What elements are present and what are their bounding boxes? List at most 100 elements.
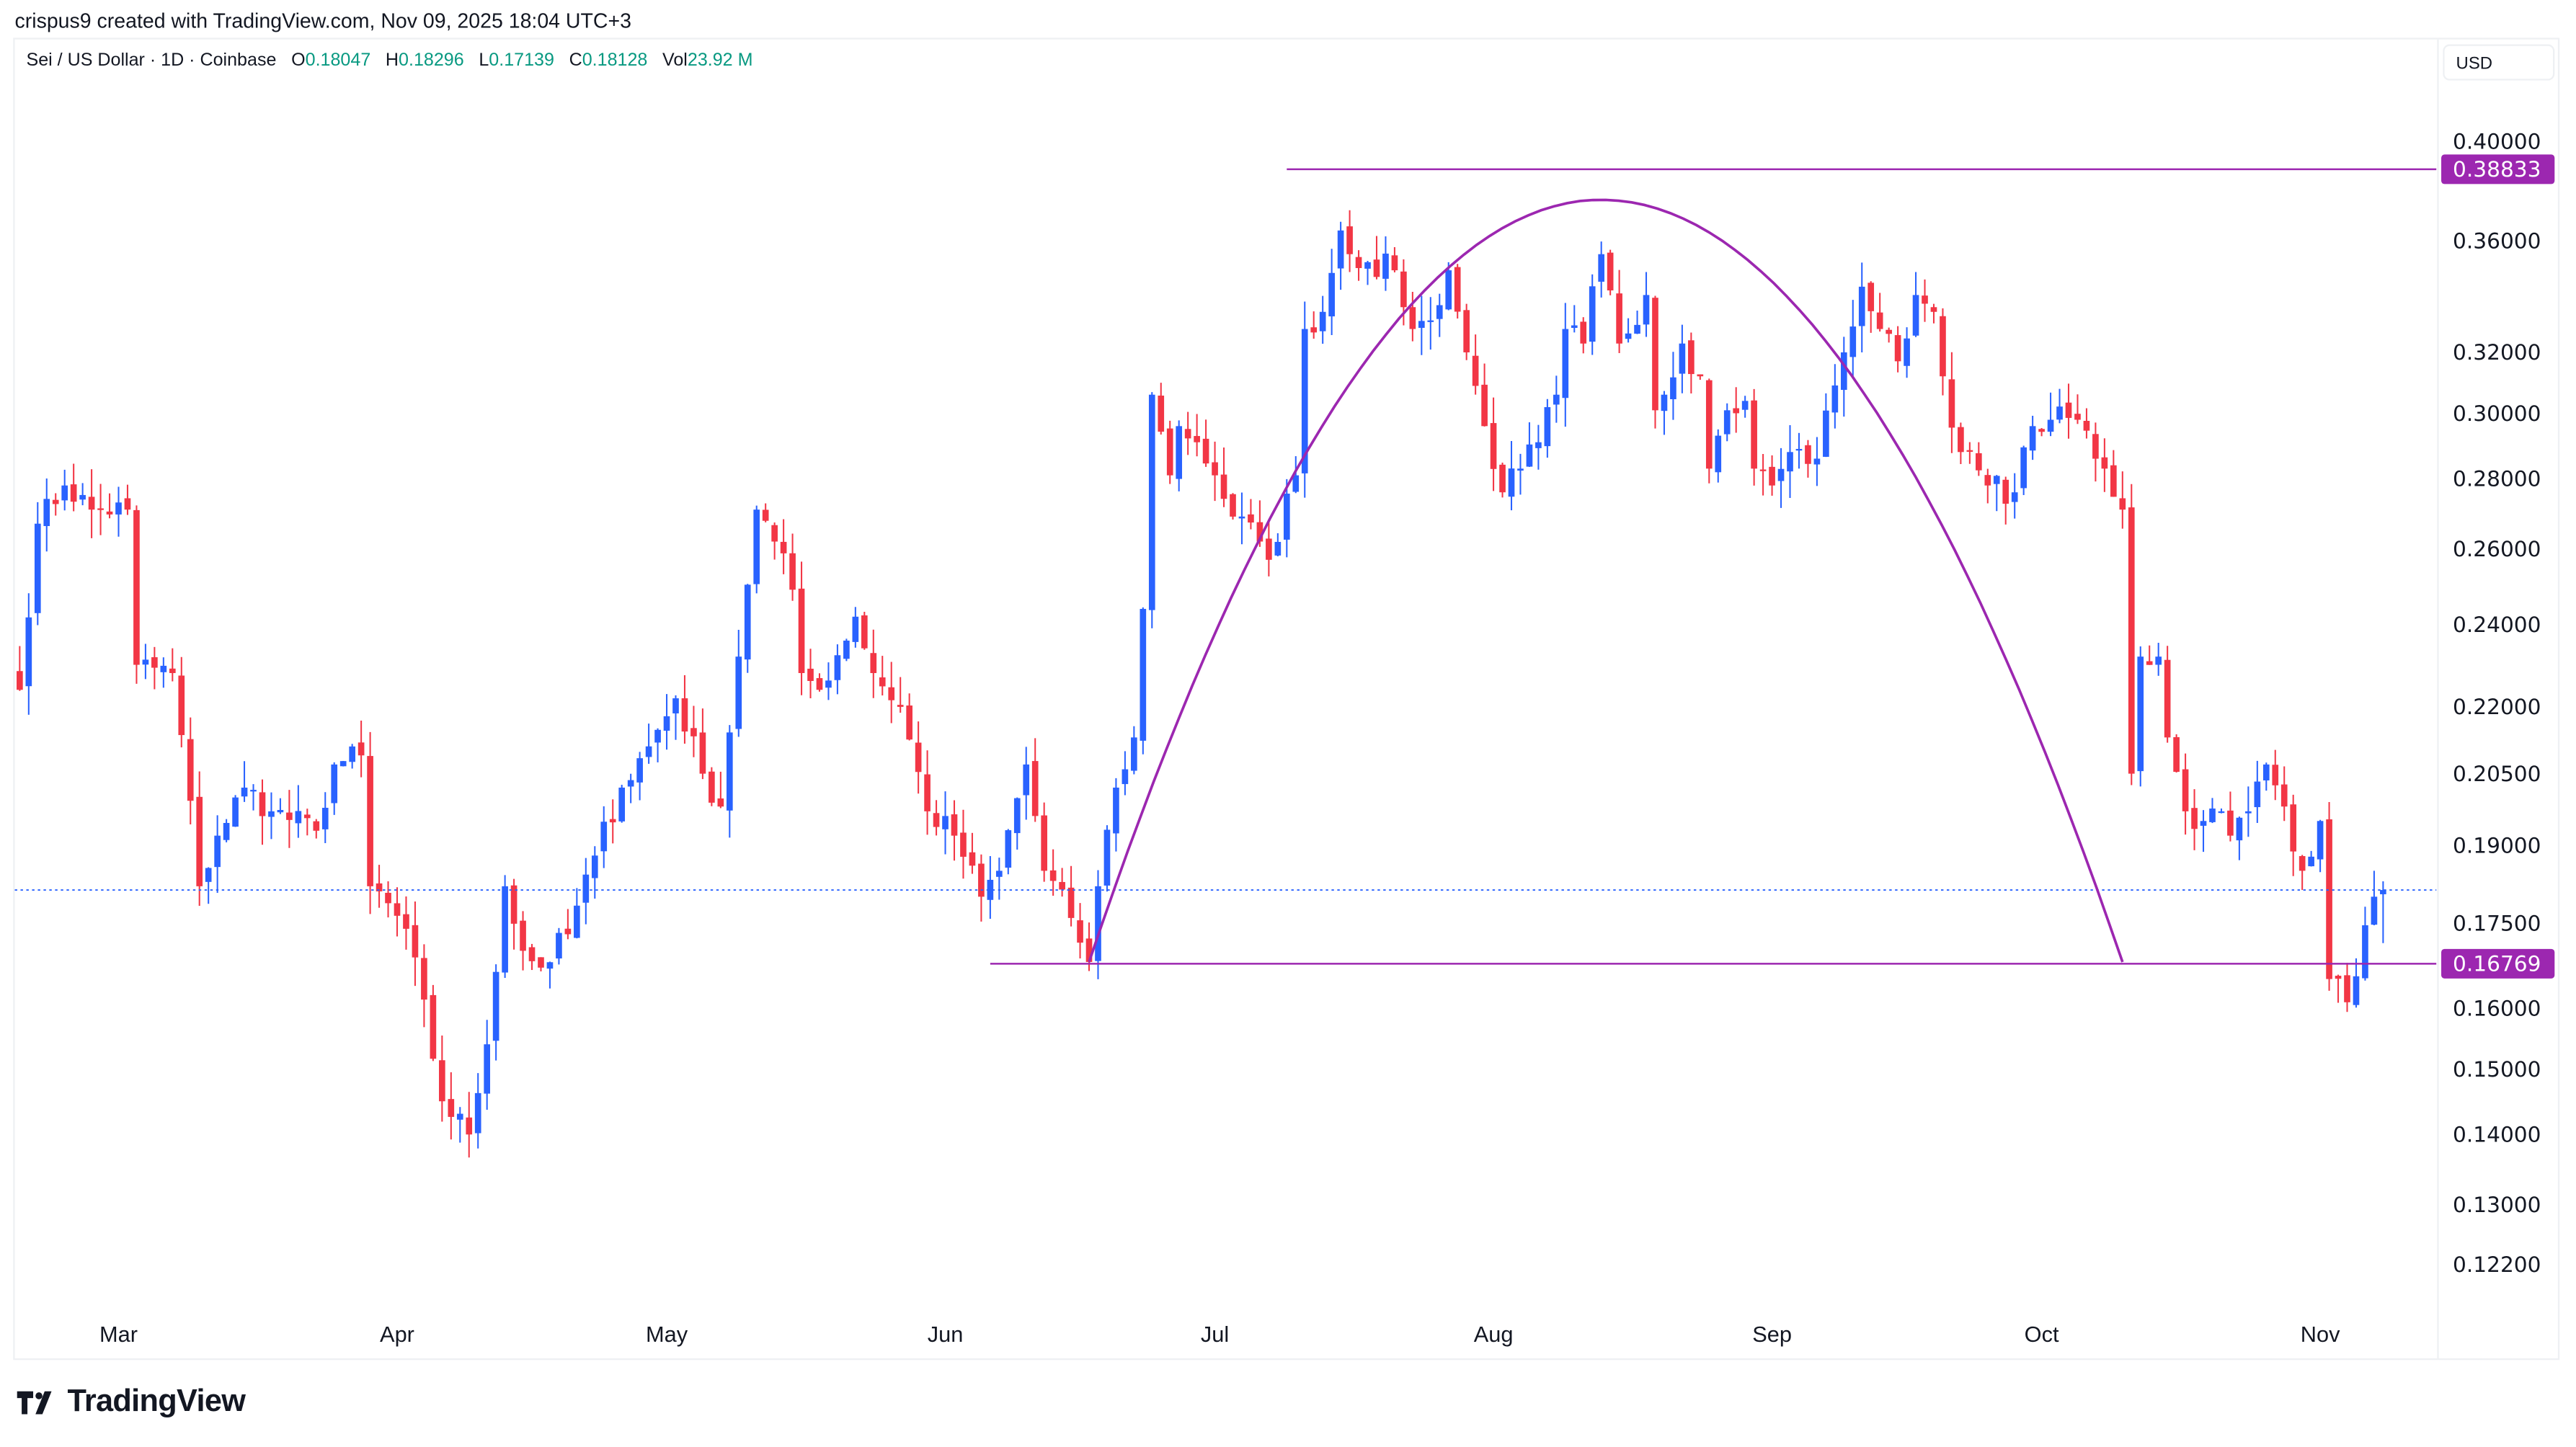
candle xyxy=(1418,295,1425,355)
candle xyxy=(717,771,724,809)
candle-body xyxy=(313,821,320,831)
candle-body xyxy=(1858,286,1865,326)
candle xyxy=(52,493,59,516)
candle xyxy=(295,785,302,838)
candle-body xyxy=(2362,925,2368,979)
candle-body xyxy=(1319,311,1326,331)
candle xyxy=(1212,441,1218,502)
candle xyxy=(1634,311,1640,334)
candle xyxy=(1131,726,1137,775)
symbol-legend: Sei / US Dollar · 1D · Coinbase O0.18047… xyxy=(26,51,752,71)
candle xyxy=(2227,791,2234,842)
candle-body xyxy=(753,509,760,584)
candle xyxy=(474,1073,481,1149)
x-tick-label: Jul xyxy=(1201,1322,1229,1347)
candle-body xyxy=(1238,516,1245,519)
y-tick-label: 0.12200 xyxy=(2453,1252,2541,1277)
candle xyxy=(268,792,275,840)
y-tick-label: 0.20500 xyxy=(2453,761,2541,786)
candle-body xyxy=(510,885,518,924)
x-tick-label: Jun xyxy=(928,1322,964,1347)
chart-credit: crispus9 created with TradingView.com, N… xyxy=(14,9,631,33)
currency-button[interactable]: USD xyxy=(2443,44,2555,81)
candle xyxy=(2236,816,2243,860)
symbol-title[interactable]: Sei / US Dollar · 1D · Coinbase xyxy=(26,50,277,71)
candle-body xyxy=(2317,821,2324,860)
candle-body xyxy=(834,655,841,680)
candle xyxy=(2128,484,2135,785)
candle xyxy=(709,767,715,806)
candle-body xyxy=(52,499,59,504)
candle xyxy=(2362,907,2368,981)
candle xyxy=(1795,432,1803,469)
candle xyxy=(1535,424,1542,470)
y-tick-label: 0.36000 xyxy=(2453,228,2541,254)
candle-body xyxy=(2173,736,2180,773)
resistance-price-badge xyxy=(2441,154,2555,184)
candle-body xyxy=(466,1117,473,1135)
candle xyxy=(43,478,50,552)
candle-body xyxy=(897,705,904,707)
candle-body xyxy=(1328,272,1335,317)
candle xyxy=(151,646,158,690)
candle xyxy=(1283,478,1290,558)
candle-body xyxy=(2371,896,2378,925)
candle-body xyxy=(2038,429,2045,432)
candle-body xyxy=(1292,475,1300,492)
candle-body xyxy=(474,1092,481,1134)
candle xyxy=(2353,958,2360,1008)
candle-body xyxy=(88,497,95,510)
candle-body xyxy=(403,914,409,929)
y-tick-label: 0.30000 xyxy=(2453,401,2541,426)
candle-body xyxy=(1940,316,1946,377)
candle-body xyxy=(79,494,86,500)
candle-body xyxy=(205,868,212,882)
resistance-price-label: 0.38833 xyxy=(2453,156,2541,182)
candle xyxy=(654,728,661,762)
candle-body xyxy=(34,523,41,613)
candle xyxy=(1894,326,1901,373)
candle xyxy=(1777,448,1785,508)
candle-body xyxy=(1391,255,1398,271)
candle-body xyxy=(861,615,868,649)
candle xyxy=(1266,519,1272,576)
candle xyxy=(915,721,922,794)
x-tick-label: Nov xyxy=(2301,1322,2340,1347)
candle-body xyxy=(2344,975,2350,1002)
candle-body xyxy=(2245,811,2252,814)
candle xyxy=(960,809,967,879)
candle-body xyxy=(142,659,149,665)
candle-body xyxy=(771,525,778,542)
candle-body xyxy=(1823,410,1829,457)
candle-body xyxy=(780,541,787,553)
candle xyxy=(223,819,230,842)
candle-body xyxy=(25,617,32,687)
high-label: H xyxy=(385,50,399,71)
candle xyxy=(1013,797,1021,850)
candle xyxy=(520,911,526,971)
candle xyxy=(1661,391,1668,435)
candle xyxy=(1787,425,1793,499)
candle-body xyxy=(349,746,355,762)
candle-body xyxy=(1049,870,1057,881)
candle-body xyxy=(1463,310,1470,352)
candle-body xyxy=(1616,293,1622,344)
candle-body xyxy=(2002,479,2009,504)
candle xyxy=(942,791,949,855)
candle xyxy=(133,505,140,684)
candle-body xyxy=(2272,765,2279,785)
candle xyxy=(609,799,616,844)
candle-body xyxy=(421,958,427,1000)
candle-body xyxy=(1230,494,1236,517)
close-label: C xyxy=(569,50,582,71)
candle-body xyxy=(1131,737,1137,771)
candle xyxy=(2335,974,2342,1003)
candle-body xyxy=(1535,442,1542,448)
candle-body xyxy=(1248,514,1254,523)
candle xyxy=(1643,272,1650,337)
tradingview-logo[interactable]: TradingView xyxy=(17,1384,246,1420)
candle-body xyxy=(2326,819,2332,979)
candle-body xyxy=(538,957,544,968)
candle-body xyxy=(915,742,922,773)
